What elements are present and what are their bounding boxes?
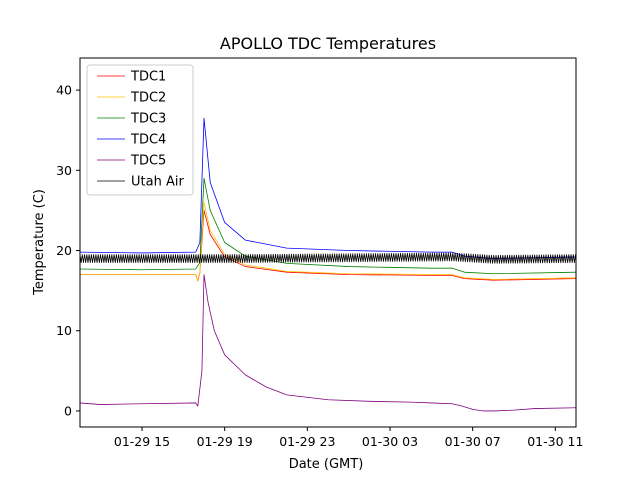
y-tick-label: 0 xyxy=(64,403,72,418)
legend-entries: TDC1 TDC2 TDC3 TDC4 TDC5 Utah Air xyxy=(97,70,184,190)
y-tick-label: 10 xyxy=(56,323,72,338)
y-tick-label: 20 xyxy=(56,243,72,258)
series-line-tdc3 xyxy=(80,177,576,275)
x-tick-label: 01-29 23 xyxy=(279,434,335,449)
y-tick-label: 30 xyxy=(56,163,72,178)
y-axis-label: Temperature (C) xyxy=(32,189,47,296)
legend-box xyxy=(86,64,194,196)
series-line-utah-air xyxy=(80,252,576,264)
series-line-tdc5 xyxy=(80,274,576,412)
series-line-tdc4 xyxy=(80,117,576,259)
plot-frame xyxy=(79,57,577,428)
y-tick-label: 40 xyxy=(56,83,72,98)
series-layer xyxy=(80,117,576,412)
y-axis: 0 10 20 30 40 xyxy=(56,83,80,418)
x-axis: 01-29 15 01-29 19 01-29 23 01-30 03 01-30 07… xyxy=(114,427,583,449)
legend-label: TDC2 xyxy=(130,91,166,106)
legend-label: Utah Air xyxy=(131,175,184,190)
x-tick-label: 01-30 11 xyxy=(527,434,583,449)
chart-title: APOLLO TDC Temperatures xyxy=(220,34,436,53)
legend-label: TDC3 xyxy=(130,112,166,127)
legend: TDC1 TDC2 TDC3 TDC4 TDC5 Utah Air xyxy=(86,64,194,196)
x-axis-label: Date (GMT) xyxy=(289,457,364,472)
legend-label: TDC4 xyxy=(130,133,166,148)
x-tick-label: 01-30 07 xyxy=(445,434,501,449)
legend-label: TDC5 xyxy=(130,154,166,169)
x-tick-label: 01-29 19 xyxy=(197,434,253,449)
x-tick-label: 01-30 03 xyxy=(362,434,418,449)
legend-label: TDC1 xyxy=(130,70,166,85)
series-line-tdc2 xyxy=(80,201,576,282)
x-tick-label: 01-29 15 xyxy=(114,434,170,449)
